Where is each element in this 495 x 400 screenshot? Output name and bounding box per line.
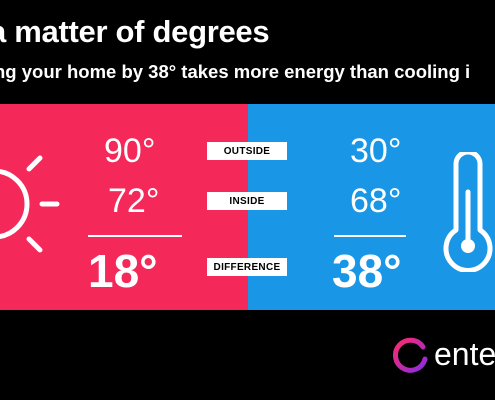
cold-difference: 38°: [332, 245, 402, 297]
hot-panel: 90° 72° 18°: [0, 104, 248, 310]
cold-inside-temp: 68°: [350, 182, 402, 220]
hot-difference: 18°: [88, 245, 158, 297]
label-outside: OUTSIDE: [207, 142, 287, 160]
cold-panel: 30° 68° 38°: [248, 104, 495, 310]
label-inside: INSIDE: [207, 192, 287, 210]
entergy-logo-icon: [392, 337, 428, 373]
cold-outside-temp: 30°: [350, 132, 402, 170]
page-title: a matter of degrees: [0, 14, 270, 49]
sun-icon: [0, 155, 60, 253]
hot-outside-temp: 90°: [104, 132, 156, 170]
label-difference: DIFFERENCE: [207, 258, 287, 276]
cold-divider: [334, 235, 406, 237]
hot-divider: [88, 235, 182, 237]
page-subtitle: ng your home by 38° takes more energy th…: [0, 61, 471, 82]
hot-inside-temp: 72°: [108, 182, 160, 220]
thermometer-icon: [443, 152, 493, 272]
brand-name: ente: [434, 336, 495, 372]
